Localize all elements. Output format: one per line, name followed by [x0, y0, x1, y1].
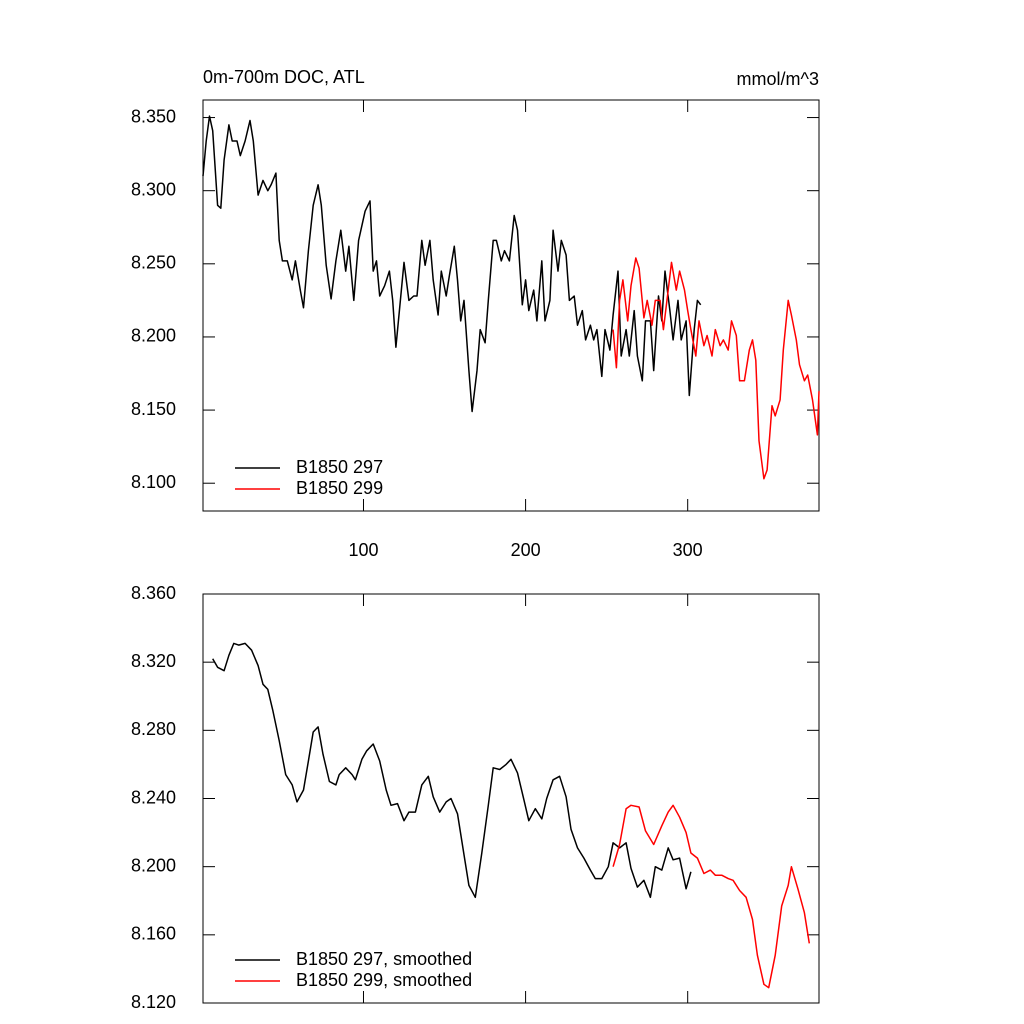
y-tick-label: 8.250: [131, 253, 176, 273]
y-tick-label: 8.200: [131, 326, 176, 346]
data-line: [612, 804, 811, 989]
y-tick-label: 8.240: [131, 787, 176, 807]
legend-label: B1850 299: [296, 478, 383, 498]
x-tick-label: 300: [673, 540, 703, 560]
y-tick-label: 8.360: [131, 583, 176, 603]
units-label: mmol/m^3: [737, 69, 819, 89]
data-line: [612, 257, 820, 480]
x-tick-label: 200: [511, 540, 541, 560]
chart-title: 0m-700m DOC, ATL: [203, 67, 365, 87]
data-line: [212, 642, 692, 899]
y-tick-label: 8.160: [131, 924, 176, 944]
plot-frame: [202, 99, 820, 512]
x-tick-label: 100: [348, 540, 378, 560]
y-tick-label: 8.120: [131, 992, 176, 1012]
y-tick-label: 8.150: [131, 399, 176, 419]
legend-label: B1850 299, smoothed: [296, 970, 472, 990]
legend-label: B1850 297: [296, 457, 383, 477]
y-tick-label: 8.100: [131, 472, 176, 492]
y-tick-label: 8.300: [131, 179, 176, 199]
y-tick-label: 8.280: [131, 719, 176, 739]
data-line: [202, 115, 702, 413]
y-tick-label: 8.320: [131, 651, 176, 671]
y-tick-label: 8.200: [131, 855, 176, 875]
y-tick-label: 8.350: [131, 106, 176, 126]
legend-label: B1850 297, smoothed: [296, 949, 472, 969]
